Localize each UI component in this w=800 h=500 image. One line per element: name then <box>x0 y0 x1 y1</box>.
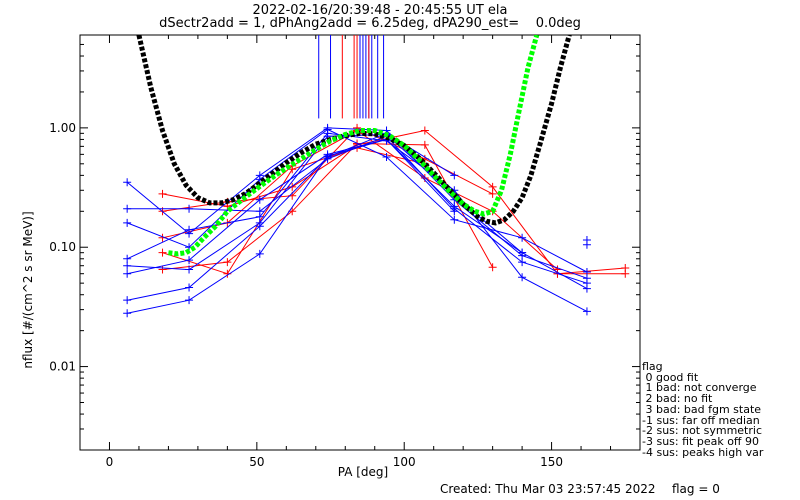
data-point <box>582 268 591 277</box>
flag-legend-item: -1 sus: far off median <box>642 413 760 427</box>
data-point <box>123 261 132 270</box>
data-point <box>518 233 527 242</box>
data-point <box>185 225 194 234</box>
x-tick-label: 50 <box>249 455 264 469</box>
chart-subtitle: dSectr2add = 1, dPhAng2add = 6.25deg, dP… <box>159 16 581 31</box>
flag-legend-item: -3 sus: fit peak off 90 <box>642 434 759 448</box>
data-point <box>450 202 459 211</box>
data-point <box>582 307 591 316</box>
chart-title: 2022-02-16/20:39:48 - 20:45:55 UT ela <box>252 3 508 18</box>
flag-legend-item: -4 sus: peaks high var <box>642 445 764 459</box>
data-point <box>123 309 132 318</box>
blue-series-line <box>127 135 588 284</box>
data-point <box>123 296 132 305</box>
data-point <box>185 265 194 274</box>
data-point <box>518 273 527 282</box>
y-tick-label: 0.01 <box>49 360 76 374</box>
flag-legend-item: -2 sus: not symmetric <box>642 424 762 438</box>
data-point <box>382 153 391 162</box>
data-point <box>323 152 332 161</box>
x-tick-label: 0 <box>106 455 114 469</box>
data-point <box>185 256 194 265</box>
data-point <box>158 265 167 274</box>
data-point <box>185 204 194 213</box>
red-series-line <box>557 267 626 275</box>
data-point <box>621 263 630 272</box>
data-point <box>420 126 429 135</box>
blue-series-line <box>127 138 455 275</box>
data-point <box>518 248 527 257</box>
blue-series-line <box>127 138 588 314</box>
data-point <box>158 189 167 198</box>
x-tick-label: 150 <box>540 455 563 469</box>
x-tick-label: 100 <box>393 455 416 469</box>
data-point <box>123 178 132 187</box>
created-timestamp: Created: Thu Mar 03 23:57:45 2022 <box>440 482 656 496</box>
y-tick-label: 0.10 <box>49 240 76 254</box>
data-point <box>488 263 497 272</box>
data-point <box>223 258 232 267</box>
data-point <box>488 182 497 191</box>
data-point <box>450 215 459 224</box>
flag-legend-item: 0 good fit <box>642 370 699 384</box>
data-point <box>488 189 497 198</box>
data-point <box>288 165 297 174</box>
data-point <box>582 284 591 293</box>
black-fit-curve <box>136 35 572 226</box>
flag-value: flag = 0 <box>672 482 720 496</box>
green-fit-curve <box>168 35 540 257</box>
data-point <box>518 258 527 267</box>
flag-legend-item: 3 bad: bad fgm state <box>642 402 762 416</box>
flag-legend-item: 1 bad: not converge <box>642 381 757 395</box>
blue-series-line <box>126 132 588 312</box>
flag-legend: flag 0 good fit 1 bad: not converge 2 ba… <box>642 360 764 459</box>
data-point <box>255 249 264 258</box>
y-axis-label: nflux [#/(cm^2 s sr MeV)] <box>21 211 35 369</box>
flag-legend-title: flag <box>642 360 663 373</box>
data-point <box>420 140 429 149</box>
data-point <box>450 171 459 180</box>
data-point <box>123 204 132 213</box>
data-point <box>123 269 132 278</box>
data-point <box>185 296 194 305</box>
x-axis-label: PA [deg] <box>337 465 389 479</box>
data-point <box>123 218 132 227</box>
y-tick-label: 1.00 <box>49 121 76 135</box>
data-point <box>158 248 167 257</box>
flag-legend-item: 2 bad: no fit <box>642 392 713 406</box>
data-point <box>582 240 591 249</box>
data-point <box>255 195 264 204</box>
data-point <box>255 222 264 231</box>
data-point <box>123 254 132 263</box>
data-point <box>185 283 194 292</box>
plot-area <box>123 35 630 318</box>
data-point <box>288 182 297 191</box>
blue-series-line <box>127 128 588 273</box>
